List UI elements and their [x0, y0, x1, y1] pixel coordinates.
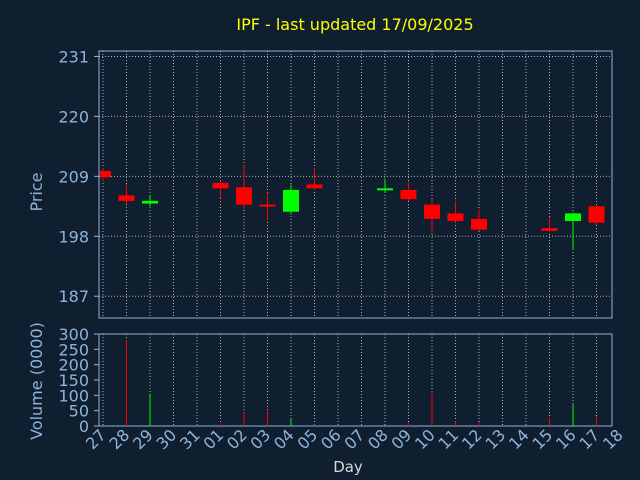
volume-axis-label: Volume (0000) — [27, 322, 46, 440]
volume-panel-frame — [98, 333, 613, 427]
candle-body — [588, 206, 605, 223]
candle-body — [142, 200, 158, 204]
volume-tick-label: 50 — [69, 402, 89, 421]
volume-tick-label: 300 — [58, 325, 89, 344]
price-y-ticks: 187 198 209 220 231 — [58, 47, 99, 306]
volume-tick-label: 250 — [58, 340, 89, 359]
volume-tick-label: 200 — [58, 356, 89, 375]
price-tick-label: 198 — [58, 227, 89, 246]
volume-tick-label: 0 — [79, 417, 89, 436]
candle-body — [259, 204, 276, 207]
volume-tick-label: 150 — [58, 371, 89, 390]
price-grid — [99, 51, 612, 318]
x-tick-label: 18 — [599, 425, 627, 453]
volume-bars — [126, 340, 597, 426]
price-tick-label: 187 — [58, 287, 89, 306]
price-panel-frame — [98, 50, 613, 319]
price-tick-label: 220 — [58, 107, 89, 126]
candle-body — [306, 184, 323, 189]
candle-body — [400, 189, 417, 200]
price-panel: 187 198 209 220 231 — [58, 47, 613, 319]
candle-body — [424, 204, 440, 219]
candle-body — [471, 218, 487, 230]
candle-body — [541, 228, 558, 231]
candle-body — [212, 182, 229, 189]
candle-body — [377, 188, 393, 191]
volume-grid — [102, 334, 597, 426]
candle-body — [447, 213, 464, 222]
candle-body — [100, 170, 111, 178]
candles — [100, 165, 605, 250]
x-axis-ticks: 2728293031010203040506070809101112131415… — [82, 425, 627, 453]
volume-tick-label: 100 — [58, 386, 89, 405]
candle-body — [283, 189, 299, 212]
candle-body — [236, 187, 252, 205]
price-tick-label: 209 — [58, 167, 89, 186]
x-axis-label: Day — [333, 458, 363, 476]
price-tick-label: 231 — [58, 47, 89, 66]
chart-title: IPF - last updated 17/09/2025 — [236, 15, 473, 34]
candle-body — [118, 195, 135, 201]
price-axis-label: Price — [27, 172, 46, 211]
candle-body — [565, 213, 581, 222]
